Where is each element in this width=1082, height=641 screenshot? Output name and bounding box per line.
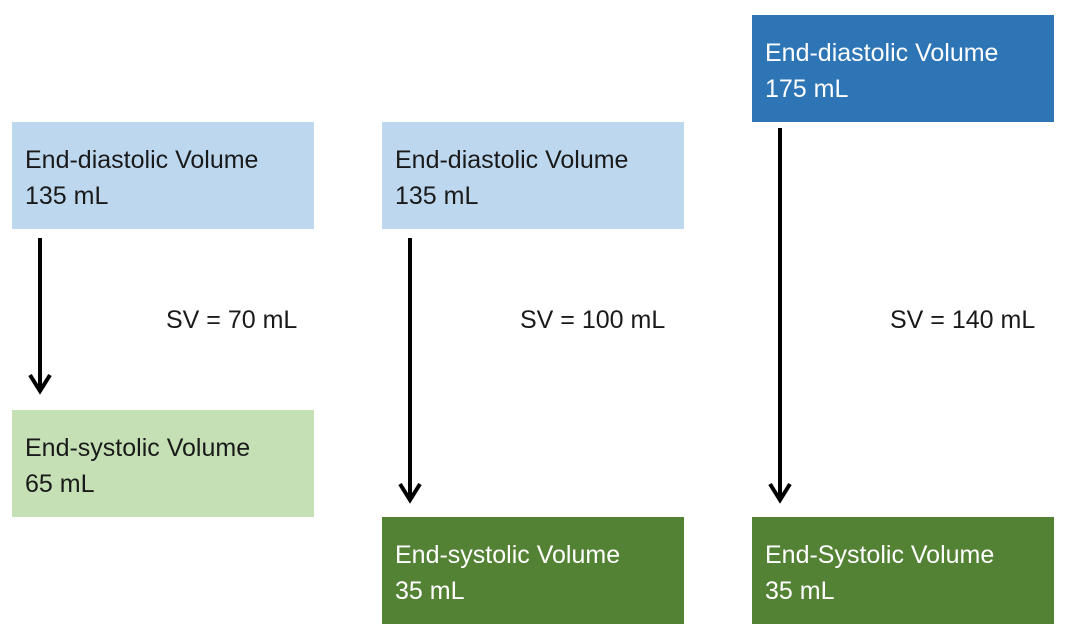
esv-value-3: 35 mL [765,577,835,605]
esv-label-1: End-systolic Volume [25,434,251,462]
edv-label-2: End-diastolic Volume [395,146,629,174]
esv-label-3: End-Systolic Volume [765,541,995,569]
edv-value-2: 135 mL [395,182,479,210]
down-arrow-3 [768,128,792,504]
edv-label-1: End-diastolic Volume [25,146,259,174]
stroke-volume-label-1: SV = 70 mL [166,306,298,334]
esv-label-2: End-systolic Volume [395,541,621,569]
stroke-volume-label-3: SV = 140 mL [890,306,1036,334]
esv-box-2: End-systolic Volume 35 mL [382,517,684,624]
edv-value-1: 135 mL [25,182,109,210]
esv-box-1: End-systolic Volume 65 mL [12,410,314,517]
edv-box-1: End-diastolic Volume 135 mL [12,122,314,229]
edv-box-2: End-diastolic Volume 135 mL [382,122,684,229]
edv-label-3: End-diastolic Volume [765,39,999,67]
down-arrow-1 [28,238,52,395]
stroke-volume-label-2: SV = 100 mL [520,306,666,334]
esv-box-3: End-Systolic Volume 35 mL [752,517,1054,624]
esv-value-2: 35 mL [395,577,465,605]
edv-box-3: End-diastolic Volume 175 mL [752,15,1054,122]
edv-value-3: 175 mL [765,75,849,103]
esv-value-1: 65 mL [25,470,95,498]
down-arrow-2 [398,238,422,504]
